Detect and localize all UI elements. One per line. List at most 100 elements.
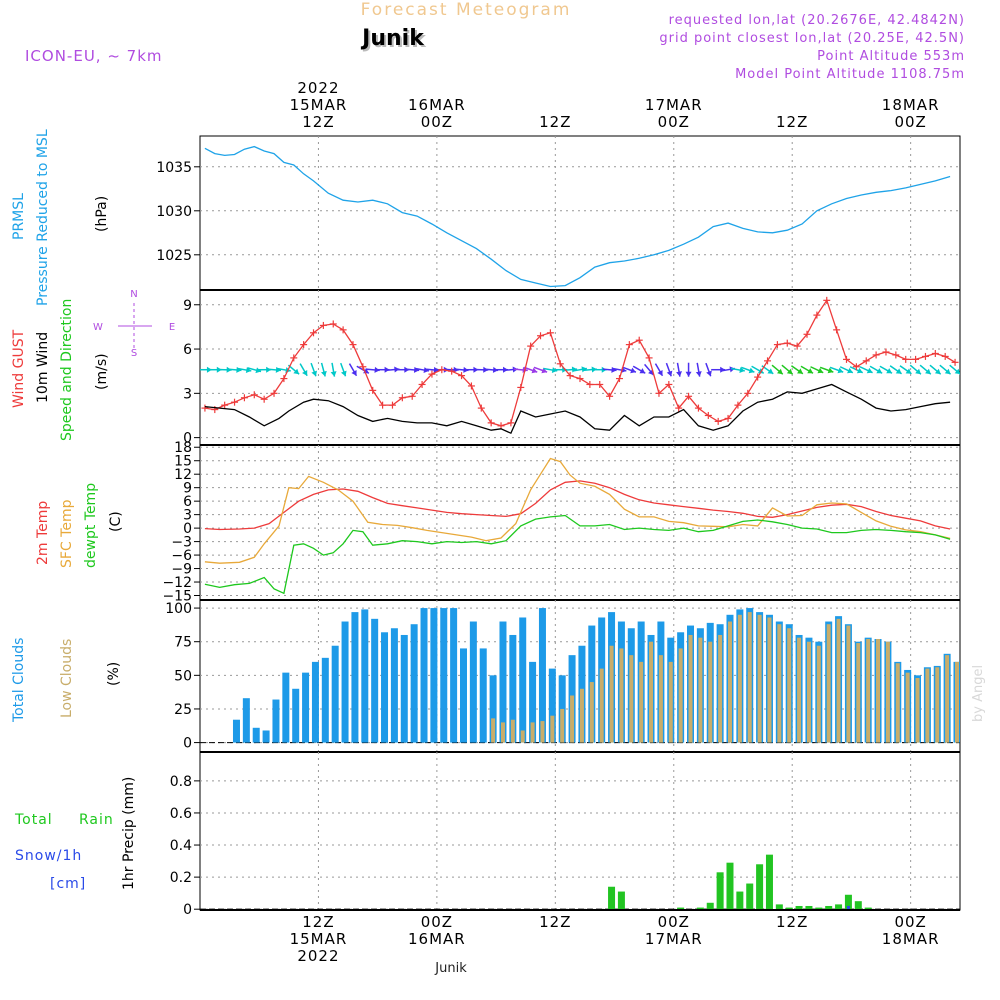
y-tick-label: 9 <box>183 298 192 314</box>
y-tick-label: 75 <box>174 635 192 651</box>
low-cloud-bar <box>500 722 505 743</box>
time-label: 00Z <box>658 113 690 131</box>
low-cloud-bar <box>708 641 713 743</box>
precip-panel: 0 0.2 0.4 0.6 0.8 <box>170 751 961 918</box>
temperature-labels: 2m Temp SFC Temp dewpt Temp (C) <box>35 483 124 568</box>
low-cloud-bar <box>935 667 940 743</box>
temperature-unit: (C) <box>108 511 124 532</box>
wind-arrowhead <box>915 368 921 375</box>
total-cloud-bar <box>292 688 300 743</box>
time-label: 00Z <box>894 913 926 931</box>
rain-bar <box>825 905 833 910</box>
pressure-panel: 1025 1030 1035 <box>156 135 961 291</box>
total-cloud-bar <box>400 634 408 743</box>
wind-arrowhead <box>311 370 318 377</box>
pressure-frame <box>199 135 961 291</box>
compass-north: N <box>130 289 137 300</box>
low-cloud-bar <box>718 634 723 743</box>
y-tick-label: 25 <box>174 702 192 718</box>
wind-arrowhead <box>302 369 308 376</box>
rain-bar <box>608 886 616 910</box>
temp2m-label: 2m Temp <box>35 501 51 565</box>
compass-south: S <box>131 348 137 359</box>
y-tick-label: −15 <box>162 589 192 605</box>
total-cloud-bar <box>509 634 517 743</box>
y-tick-label: 12 <box>174 467 192 483</box>
rain-bar <box>854 901 862 910</box>
y-tick-label: 3 <box>183 386 192 402</box>
y-tick-label: 9 <box>183 481 192 497</box>
pressure-plot-area <box>204 145 951 288</box>
total-cloud-bar <box>302 672 310 743</box>
total-cloud-bar <box>321 657 329 743</box>
low-cloud-bar <box>826 624 831 743</box>
clouds-plot-area <box>200 608 960 744</box>
time-label: 17MAR <box>645 96 703 114</box>
model-altitude: Model Point Altitude 1108.75m <box>735 67 965 82</box>
wind-panel: 0 3 6 9 <box>183 289 961 447</box>
wind-arrowhead <box>827 367 834 374</box>
rain-bar <box>835 904 843 910</box>
precip-plot-area <box>200 854 960 910</box>
model-name: ICON-EU, ~ 7km <box>25 47 163 65</box>
low-cloud-bar <box>649 641 654 743</box>
low-cloud-bar <box>698 637 703 743</box>
y-tick-label: 50 <box>174 668 192 684</box>
rain-bar <box>696 907 704 910</box>
wind-arrowhead <box>676 371 683 377</box>
wind-arrowhead <box>320 370 327 377</box>
low-cloud-bar <box>945 655 950 743</box>
time-label: 12Z <box>302 913 334 931</box>
low-cloud-bar <box>491 718 496 743</box>
time-label: 17MAR <box>645 930 703 948</box>
total-cloud-bar <box>459 648 467 743</box>
rain-bar <box>706 902 714 910</box>
watermark: by Angel <box>971 665 986 722</box>
total-cloud-bar <box>450 608 458 743</box>
time-label: 12Z <box>302 113 334 131</box>
temperature-sfc-temp-line <box>204 457 951 564</box>
total-cloud-bar <box>272 699 280 743</box>
precip-total-label: Total <box>14 812 53 828</box>
total-cloud-bar <box>440 608 448 743</box>
rain-bar <box>844 894 852 910</box>
point-altitude: Point Altitude 553m <box>817 49 965 64</box>
total-cloud-bar <box>252 727 260 743</box>
wind-frame <box>199 289 961 446</box>
rain-bar <box>677 907 685 910</box>
total-cloud-bar <box>469 621 477 743</box>
low-cloud-bar <box>570 695 575 743</box>
total-cloud-bar <box>430 608 438 743</box>
wind-arrowhead <box>340 370 347 377</box>
rain-bar <box>746 883 754 910</box>
time-label: 00Z <box>421 113 453 131</box>
rain-bar <box>756 864 764 910</box>
precip-labels: Total Rain Snow/1h [cm] 1hr Precip (mm) <box>14 777 137 892</box>
total-cloud-bar <box>390 628 398 743</box>
rain-bar <box>785 907 793 910</box>
low-cloud-bar <box>599 668 604 743</box>
wind-arrowhead <box>934 368 941 375</box>
total-cloud-bar <box>242 698 250 743</box>
precip-frame <box>199 751 961 911</box>
low-cloud-bar <box>550 715 555 743</box>
total-cloud-bar <box>311 661 319 743</box>
low-cloud-bar <box>836 618 841 743</box>
low-cloud-bar <box>510 719 515 743</box>
low-cloud-bar <box>925 668 930 743</box>
y-tick-label: 1035 <box>156 160 192 176</box>
gust-label: Wind GUST <box>11 329 27 408</box>
rain-bar <box>805 905 813 910</box>
dewpt-label: dewpt Temp <box>83 483 99 568</box>
y-tick-label: −3 <box>171 535 192 551</box>
low-cloud-bar <box>678 648 683 743</box>
meteogram-panels: 1025103010350369−15−12−9−6−3036912151802… <box>156 135 961 918</box>
total-cloud-bar <box>420 608 428 743</box>
wind-arrowhead <box>413 366 420 373</box>
wind-arrowhead <box>581 366 587 373</box>
wind-arrowhead <box>275 366 281 373</box>
time-label: 18MAR <box>882 930 940 948</box>
footer-location: Junik <box>434 961 467 976</box>
temperature-dewpt-temp-line <box>204 514 951 595</box>
